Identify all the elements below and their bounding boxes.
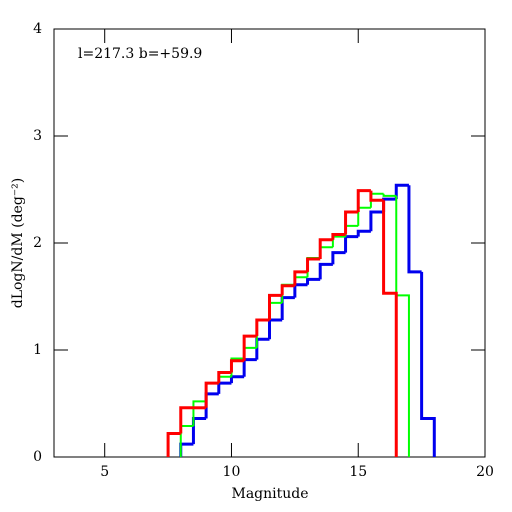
histogram-step [344, 235, 359, 253]
histogram-step [179, 406, 194, 434]
histogram-step [394, 183, 409, 200]
annotation: l=217.3 b=+59.9 [78, 46, 202, 62]
histogram-step [331, 251, 346, 265]
histogram-step [217, 381, 232, 394]
histogram-step [319, 246, 333, 258]
y-tick-label: 4 [33, 21, 42, 37]
histogram-step [179, 424, 194, 457]
histogram-step [356, 229, 371, 237]
histogram-step [420, 271, 436, 457]
histogram-step [318, 238, 333, 260]
y-tick-label: 3 [33, 128, 42, 144]
histogram-step [306, 257, 321, 272]
histogram-step [382, 193, 397, 197]
histogram-step [229, 375, 245, 384]
y-axis-label: dLogN/dM (deg⁻²) [10, 178, 26, 309]
histogram-step [344, 224, 359, 237]
histogram-step [318, 262, 333, 280]
histogram-step [306, 256, 321, 278]
histogram-step [268, 318, 283, 340]
histogram-step [293, 270, 308, 286]
histogram-step [407, 185, 422, 274]
histogram-step [229, 359, 245, 373]
x-tick-label: 20 [476, 464, 494, 480]
y-tick-label: 2 [33, 235, 42, 251]
histogram-step [268, 301, 283, 321]
histogram-step [192, 400, 207, 426]
histogram-step [369, 190, 384, 202]
x-tick-label: 5 [100, 464, 109, 480]
histogram-step [331, 235, 346, 248]
y-tick-label: 1 [33, 342, 42, 358]
histogram-step [369, 210, 384, 232]
histogram-step [191, 416, 207, 445]
histogram-step [243, 346, 257, 359]
histogram-step [356, 189, 371, 212]
y-tick-label: 0 [33, 449, 42, 465]
histogram-step [204, 381, 219, 408]
histogram-step [255, 319, 270, 348]
histogram-step [331, 232, 346, 240]
histogram-step [293, 283, 308, 298]
x-tick-label: 15 [349, 464, 367, 480]
histogram-step [205, 382, 219, 402]
histogram-step [280, 296, 295, 321]
histogram-step [204, 392, 219, 419]
histogram-step [382, 200, 398, 457]
histogram-step [357, 206, 371, 226]
x-tick-label: 10 [223, 464, 241, 480]
histogram-step [268, 293, 283, 321]
histogram-step [255, 337, 270, 360]
histogram-step [395, 195, 410, 457]
histogram-step [280, 284, 295, 296]
histogram-step [255, 318, 270, 337]
histogram-step [242, 334, 257, 361]
histogram-step [306, 277, 321, 285]
histogram-step [281, 283, 295, 303]
histogram-step [242, 358, 257, 377]
histogram-step [382, 197, 397, 212]
histogram-step [179, 442, 194, 457]
x-axis-label: Magnitude [231, 486, 308, 502]
histogram-step [344, 210, 359, 235]
histogram-step [166, 431, 181, 457]
histogram-step [217, 370, 232, 384]
